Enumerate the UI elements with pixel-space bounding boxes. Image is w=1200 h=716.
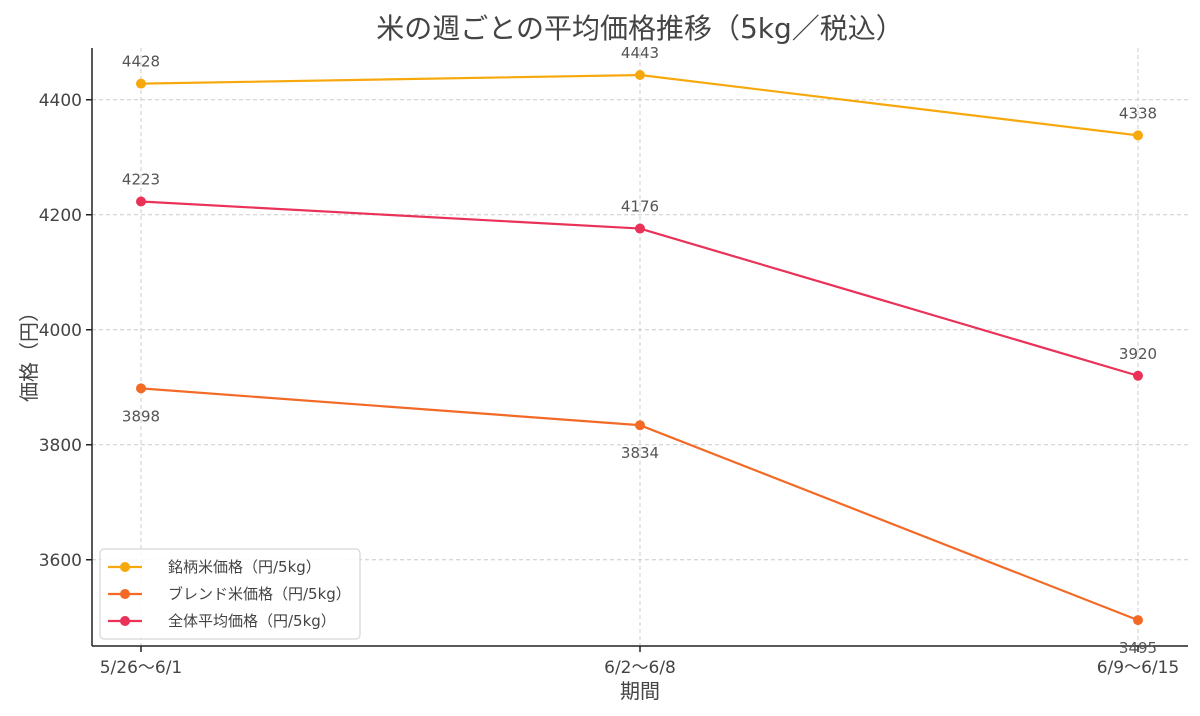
chart-title: 米の週ごとの平均価格推移（5kg／税込）: [376, 12, 904, 45]
data-point: [136, 196, 146, 207]
legend-entry: 全体平均価格（円/5kg）: [168, 612, 336, 630]
x-axis-label: 期間: [620, 679, 660, 703]
data-point: [1133, 130, 1143, 141]
grid: [92, 48, 1188, 646]
data-label: 3898: [122, 407, 160, 425]
data-label: 4176: [621, 198, 659, 216]
data-labels: 4428 4443 4338 3898 3834 3495 4223 4176 3920: [122, 44, 1157, 657]
data-label: 4428: [122, 53, 160, 71]
x-tick-label: 5/26〜6/1: [100, 658, 183, 678]
legend-entry: 銘柄米価格（円/5kg）: [168, 558, 321, 576]
series-layer: [136, 70, 1143, 626]
data-point: [136, 78, 146, 89]
x-tick-label: 6/2〜6/8: [604, 658, 676, 678]
data-label: 4338: [1119, 104, 1157, 122]
data-label: 4223: [122, 171, 160, 189]
y-tick-label: 3800: [39, 436, 82, 456]
x-tick-label: 6/9〜6/15: [1097, 658, 1180, 678]
data-label: 3920: [1119, 345, 1157, 363]
legend-marker: [120, 589, 130, 599]
y-tick-label: 4000: [39, 321, 82, 341]
y-axis-label: 価格（円）: [17, 302, 41, 402]
data-point: [635, 223, 645, 234]
data-label: 4443: [621, 44, 659, 62]
legend-entry: ブレンド米価格（円/5kg）: [168, 585, 351, 603]
data-label: 3834: [621, 444, 659, 462]
legend-marker: [120, 616, 130, 626]
data-point: [635, 420, 645, 431]
data-point: [136, 383, 146, 394]
y-tick-label: 3600: [39, 551, 82, 571]
data-point: [635, 70, 645, 81]
legend-marker: [120, 562, 130, 572]
legend-box: [99, 548, 361, 640]
legend: 銘柄米価格（円/5kg） ブレンド米価格（円/5kg） 全体平均価格（円/5kg）: [99, 548, 361, 640]
data-label: 3495: [1119, 639, 1157, 657]
data-point: [1133, 615, 1143, 626]
y-tick-label: 4200: [39, 206, 82, 226]
data-point: [1133, 370, 1143, 381]
axes: 3600 3800 4000 4200 4400 5/26〜6/1 6/2〜6/8 6/9〜6…: [39, 48, 1188, 678]
y-tick-label: 4400: [39, 91, 82, 111]
